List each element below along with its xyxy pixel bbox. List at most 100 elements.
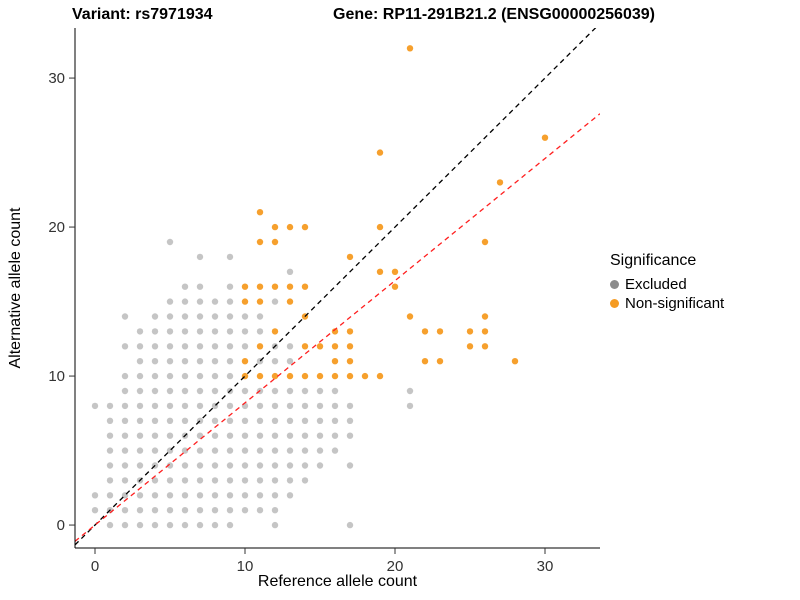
legend-title: Significance [610, 252, 697, 269]
data-point [151, 521, 159, 529]
data-point [331, 372, 339, 380]
legend-label-non-significant: Non-significant [625, 295, 725, 312]
data-point [271, 477, 279, 484]
data-point [166, 477, 174, 484]
data-point [121, 402, 129, 410]
data-point [136, 417, 144, 424]
data-point [271, 223, 279, 231]
data-point [301, 477, 309, 484]
data-point [196, 328, 204, 335]
data-point [211, 492, 219, 499]
data-point [166, 372, 174, 380]
data-point [196, 432, 204, 439]
data-point [151, 402, 159, 410]
data-point [241, 477, 249, 484]
data-point [271, 298, 279, 305]
data-point [346, 328, 354, 335]
data-point [196, 283, 204, 290]
data-point [151, 328, 159, 335]
data-point [106, 447, 114, 454]
data-point [226, 402, 234, 410]
data-point [181, 492, 189, 499]
data-point [316, 387, 324, 395]
data-point [481, 313, 489, 320]
data-point [286, 298, 294, 305]
data-point [481, 343, 489, 350]
data-point [256, 298, 264, 305]
data-point [121, 313, 129, 320]
data-point [241, 447, 249, 454]
data-point [121, 507, 129, 514]
data-point [181, 372, 189, 380]
data-point [151, 358, 159, 365]
y-tick-label: 10 [48, 368, 65, 385]
data-point [181, 358, 189, 365]
reference-lines [75, 28, 600, 546]
data-point [331, 432, 339, 439]
data-point [376, 149, 384, 156]
data-point [286, 387, 294, 395]
data-point [166, 417, 174, 424]
data-point [181, 462, 189, 469]
data-point [151, 313, 159, 320]
data-point [316, 343, 324, 350]
data-point [286, 223, 294, 231]
data-point [256, 492, 264, 499]
data-point [481, 238, 489, 246]
data-point [121, 417, 129, 424]
data-point [331, 402, 339, 410]
data-point [166, 387, 174, 395]
data-point [121, 521, 129, 529]
data-point [196, 462, 204, 469]
data-point [226, 492, 234, 499]
data-point [226, 328, 234, 335]
data-point [406, 387, 414, 395]
data-point [316, 372, 324, 380]
data-point [346, 521, 354, 529]
data-point [316, 402, 324, 410]
data-point [286, 462, 294, 469]
data-point [166, 521, 174, 529]
data-point [151, 343, 159, 350]
data-point [181, 521, 189, 529]
axes: 0 10 20 30 0 10 20 30 [48, 28, 600, 575]
data-point [121, 432, 129, 439]
data-point [241, 298, 249, 305]
data-point [166, 298, 174, 305]
data-point [121, 372, 129, 380]
data-point [166, 238, 174, 246]
data-point [301, 432, 309, 439]
x-tick-label: 30 [537, 558, 554, 575]
data-point [196, 253, 204, 261]
x-tick-label: 0 [91, 558, 99, 575]
data-point [301, 402, 309, 410]
data-point [271, 402, 279, 410]
y-tick-label: 20 [48, 219, 65, 236]
data-point [271, 238, 279, 246]
gene-title: Gene: RP11-291B21.2 (ENSG00000256039) [333, 6, 655, 23]
data-point [196, 372, 204, 380]
data-point [256, 372, 264, 380]
data-point [151, 372, 159, 380]
data-point [256, 313, 264, 320]
data-point [376, 268, 384, 275]
data-point [271, 328, 279, 335]
x-tick-label: 10 [237, 558, 254, 575]
data-point [226, 358, 234, 365]
data-point [436, 328, 444, 335]
data-point [331, 417, 339, 424]
data-point [316, 417, 324, 424]
data-point [286, 372, 294, 380]
data-point [301, 387, 309, 395]
data-point [346, 462, 354, 469]
data-point [286, 432, 294, 439]
data-point [241, 492, 249, 499]
data-point [226, 477, 234, 484]
data-point [181, 507, 189, 514]
data-point [481, 328, 489, 335]
data-point [181, 417, 189, 424]
data-point [136, 402, 144, 410]
data-point [256, 328, 264, 335]
data-point [226, 313, 234, 320]
